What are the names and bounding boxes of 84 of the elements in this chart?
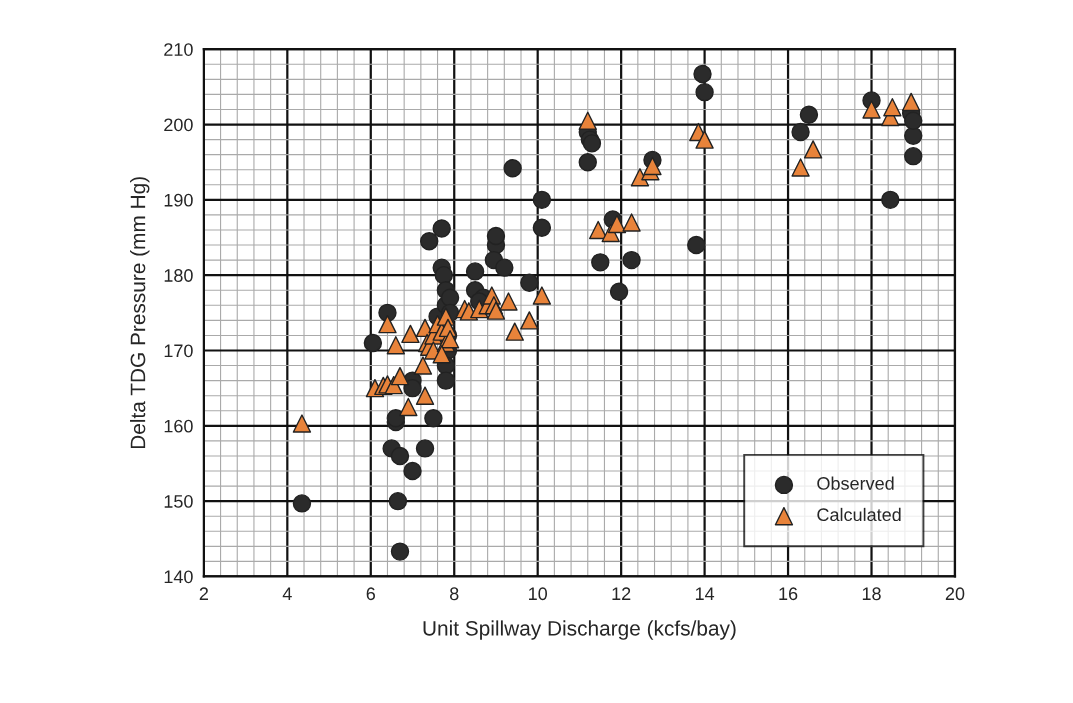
y-tick-label: 200	[164, 118, 193, 132]
point	[495, 258, 514, 277]
point	[434, 265, 454, 285]
x-tick-label: 2	[199, 587, 208, 600]
point	[292, 494, 312, 513]
point	[532, 286, 552, 305]
legend-label: Observed	[817, 476, 894, 490]
point	[803, 140, 823, 159]
point	[440, 288, 460, 307]
point	[904, 126, 923, 146]
point	[486, 226, 506, 246]
point	[588, 220, 608, 240]
point	[292, 414, 312, 433]
y-tick-label: 160	[164, 419, 193, 433]
x-tick-label: 6	[366, 587, 376, 601]
point	[432, 219, 451, 238]
y-axis-title: Delta TDG Pressure (mm Hg)	[130, 177, 150, 449]
point	[465, 262, 485, 281]
point	[799, 105, 819, 124]
point	[591, 253, 610, 272]
point	[862, 100, 881, 119]
point	[609, 282, 629, 301]
point	[622, 213, 641, 232]
point	[607, 214, 627, 234]
point	[695, 82, 714, 102]
point	[791, 122, 810, 142]
point	[388, 491, 408, 511]
point	[390, 446, 410, 466]
point	[622, 250, 641, 270]
point	[643, 156, 662, 176]
x-tick-label: 4	[282, 587, 292, 600]
point	[403, 378, 422, 398]
point	[630, 168, 650, 187]
point	[499, 292, 518, 311]
point	[415, 439, 435, 458]
point	[403, 461, 422, 481]
point	[520, 273, 539, 292]
point	[904, 146, 923, 166]
point	[390, 542, 410, 561]
point	[363, 333, 383, 353]
point	[413, 356, 433, 375]
point	[582, 134, 602, 153]
point	[401, 324, 420, 344]
point	[693, 64, 712, 84]
y-tick-label: 170	[164, 344, 193, 358]
point	[520, 311, 539, 330]
point	[378, 314, 397, 334]
point	[390, 366, 410, 386]
x-tick-label: 8	[450, 587, 459, 601]
point	[578, 111, 597, 130]
x-tick-label: 10	[529, 587, 548, 601]
point	[695, 130, 714, 149]
y-tick-label: 190	[164, 193, 193, 207]
y-tick-label: 210	[164, 43, 193, 56]
x-tick-label: 14	[695, 587, 715, 600]
point	[532, 190, 552, 210]
point	[578, 152, 597, 172]
point	[436, 371, 456, 390]
point	[386, 336, 406, 355]
point	[791, 158, 810, 177]
point	[386, 409, 406, 428]
point	[904, 111, 923, 130]
x-tick-label: 16	[779, 587, 798, 601]
y-tick-label: 140	[164, 570, 193, 584]
point	[419, 232, 439, 251]
legend-label: Calculated	[817, 507, 901, 522]
point	[505, 322, 524, 341]
x-tick-label: 12	[612, 587, 631, 600]
y-tick-label: 180	[164, 269, 193, 282]
point	[432, 345, 451, 364]
point	[415, 386, 435, 405]
point	[881, 190, 900, 210]
y-tick-label: 150	[164, 495, 193, 508]
point	[424, 409, 443, 428]
point	[883, 98, 902, 117]
point	[503, 159, 522, 178]
x-tick-label: 18	[862, 587, 881, 601]
point	[687, 235, 706, 255]
point	[399, 397, 418, 417]
point	[532, 218, 552, 237]
x-tick-label: 20	[945, 587, 965, 601]
x-axis-title: Unit Spillway Discharge (kcfs/bay)	[423, 620, 736, 640]
point	[486, 301, 506, 320]
point	[901, 92, 921, 112]
